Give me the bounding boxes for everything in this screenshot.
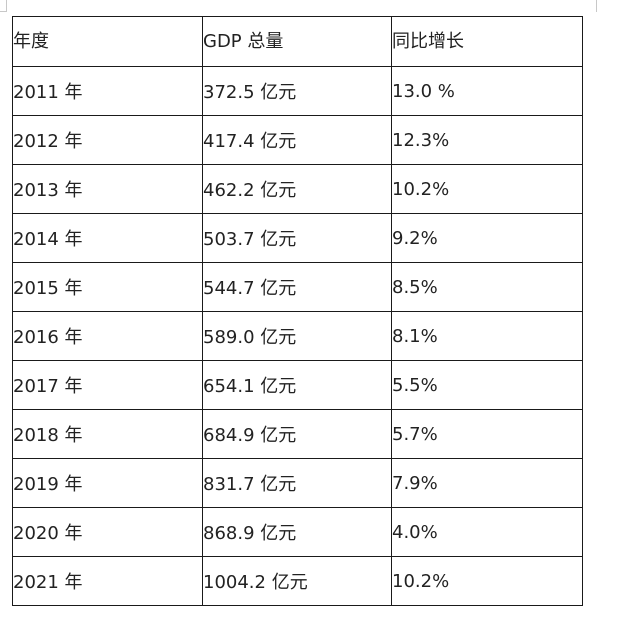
cell-gdp: 868.9 亿元 [202, 507, 392, 557]
cell-growth: 12.3% [391, 115, 583, 165]
header-gdp: GDP 总量 [202, 16, 392, 67]
table-row: 2020 年 868.9 亿元 4.0% [12, 507, 583, 557]
cell-growth: 5.5% [391, 360, 583, 410]
header-year: 年度 [12, 16, 203, 67]
cell-gdp: 1004.2 亿元 [202, 556, 392, 606]
cell-gdp: 503.7 亿元 [202, 213, 392, 263]
cell-year: 2020 年 [12, 507, 203, 557]
cell-growth: 10.2% [391, 556, 583, 606]
cell-gdp: 831.7 亿元 [202, 458, 392, 508]
cell-year: 2014 年 [12, 213, 203, 263]
cell-growth: 8.1% [391, 311, 583, 361]
table-row: 2021 年 1004.2 亿元 10.2% [12, 556, 583, 606]
cell-year: 2018 年 [12, 409, 203, 459]
cell-year: 2017 年 [12, 360, 203, 410]
table-row: 2018 年 684.9 亿元 5.7% [12, 409, 583, 459]
cell-year: 2016 年 [12, 311, 203, 361]
cell-gdp: 544.7 亿元 [202, 262, 392, 312]
cell-year: 2021 年 [12, 556, 203, 606]
table-row: 2011 年 372.5 亿元 13.0 % [12, 66, 583, 116]
cell-gdp: 462.2 亿元 [202, 164, 392, 214]
header-row: 年度 GDP 总量 同比增长 [12, 16, 583, 67]
cell-growth: 13.0 % [391, 66, 583, 116]
cell-growth: 5.7% [391, 409, 583, 459]
cell-year: 2013 年 [12, 164, 203, 214]
cell-gdp: 372.5 亿元 [202, 66, 392, 116]
cell-gdp: 684.9 亿元 [202, 409, 392, 459]
cell-gdp: 417.4 亿元 [202, 115, 392, 165]
cell-growth: 9.2% [391, 213, 583, 263]
cell-growth: 8.5% [391, 262, 583, 312]
table-row: 2019 年 831.7 亿元 7.9% [12, 458, 583, 508]
table-row: 2016 年 589.0 亿元 8.1% [12, 311, 583, 361]
gdp-table: 年度 GDP 总量 同比增长 2011 年 372.5 亿元 13.0 % 20… [12, 16, 583, 606]
page-corner-mark-left [6, 0, 7, 12]
cell-growth: 4.0% [391, 507, 583, 557]
page-corner-mark-right [596, 0, 597, 12]
page-corner-mark-horizontal [0, 11, 7, 12]
cell-year: 2019 年 [12, 458, 203, 508]
cell-growth: 7.9% [391, 458, 583, 508]
table-body: 2011 年 372.5 亿元 13.0 % 2012 年 417.4 亿元 1… [12, 66, 583, 606]
header-growth: 同比增长 [391, 16, 583, 67]
table-row: 2017 年 654.1 亿元 5.5% [12, 360, 583, 410]
cell-year: 2015 年 [12, 262, 203, 312]
cell-growth: 10.2% [391, 164, 583, 214]
cell-year: 2012 年 [12, 115, 203, 165]
cell-gdp: 589.0 亿元 [202, 311, 392, 361]
table-row: 2015 年 544.7 亿元 8.5% [12, 262, 583, 312]
table-row: 2012 年 417.4 亿元 12.3% [12, 115, 583, 165]
table-header: 年度 GDP 总量 同比增长 [12, 16, 583, 67]
table-row: 2014 年 503.7 亿元 9.2% [12, 213, 583, 263]
cell-year: 2011 年 [12, 66, 203, 116]
cell-gdp: 654.1 亿元 [202, 360, 392, 410]
table-row: 2013 年 462.2 亿元 10.2% [12, 164, 583, 214]
